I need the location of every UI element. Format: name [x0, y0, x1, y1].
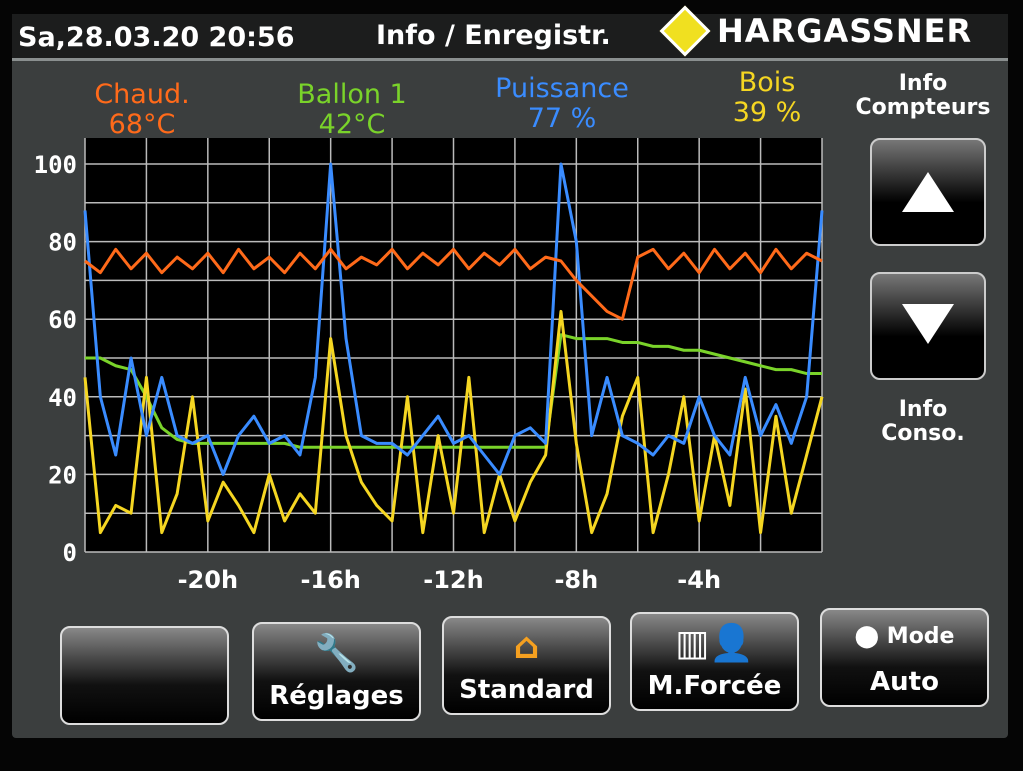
history-chart: 0 20 40 60 80 100 -20h -16h -12h -8h -4h — [34, 138, 824, 594]
y-tick-label: 80 — [48, 229, 77, 257]
x-tick-label: -12h — [423, 566, 483, 594]
legend-value: 42°C — [318, 109, 386, 140]
y-tick-label: 0 — [63, 539, 77, 567]
triangle-down-icon — [902, 304, 954, 344]
y-tick-label: 100 — [34, 151, 77, 179]
brand-name: HARGASSNER — [717, 12, 973, 50]
house-icon: ⌂ — [513, 626, 540, 667]
info-compteurs-button[interactable]: Info Compteurs — [855, 71, 991, 120]
x-tick-label: -16h — [300, 566, 360, 594]
series-line-ballon-1 — [85, 333, 822, 449]
legend-label: Puissance — [495, 73, 629, 104]
hmi-screen: Sa,28.03.20 20:56 Info / Enregistr. HARG… — [12, 5, 1008, 738]
button-label: Standard — [459, 675, 594, 705]
legend-puissance: Puissance 77 % — [472, 74, 652, 134]
mode-auto-button[interactable]: ⬤ Mode Auto — [820, 608, 989, 707]
legend-chaud: Chaud. 68°C — [62, 80, 222, 140]
y-tick-label: 20 — [48, 461, 77, 489]
legend-value: 68°C — [108, 109, 176, 140]
wrench-icon: 🔧 — [314, 633, 359, 674]
legend-ballon: Ballon 1 42°C — [272, 80, 432, 140]
series-line-bois — [83, 309, 824, 535]
button-label: Réglages — [269, 681, 404, 711]
circle-icon: ⬤ Mode — [854, 624, 955, 649]
x-tick-label: -20h — [178, 566, 238, 594]
legend-value: 39 % — [732, 97, 802, 128]
series-line-chaud- — [84, 247, 823, 321]
triangle-up-icon — [902, 172, 954, 212]
y-tick-label: 40 — [48, 384, 77, 412]
datetime: Sa,28.03.20 20:56 — [18, 22, 295, 53]
radiator-person-icon: ▥👤 — [675, 623, 754, 664]
legend-label: Bois — [738, 67, 796, 98]
x-tick-label: -8h — [554, 566, 598, 594]
m-forcee-button[interactable]: ▥👤 M.Forcée — [630, 612, 799, 711]
legend-label: Ballon 1 — [297, 79, 407, 110]
reglages-button[interactable]: 🔧 Réglages — [252, 622, 421, 721]
info-conso-button[interactable]: Info Conso. — [881, 397, 965, 446]
legend-label: Chaud. — [94, 79, 190, 110]
scroll-up-button[interactable] — [870, 138, 986, 246]
mode-label: Mode — [886, 624, 955, 649]
button-label: Auto — [870, 667, 939, 697]
button-label: M.Forcée — [647, 671, 782, 701]
page-title: Info / Enregistr. — [376, 20, 611, 51]
standard-button[interactable]: ⌂ Standard — [442, 616, 611, 715]
series-line-puissance — [83, 162, 824, 476]
header-bar: Sa,28.03.20 20:56 Info / Enregistr. HARG… — [12, 5, 1008, 61]
brand-logo: HARGASSNER — [659, 5, 973, 57]
legend-bois: Bois 39 % — [712, 68, 822, 128]
legend-value: 77 % — [527, 103, 597, 134]
y-tick-label: 60 — [48, 306, 77, 334]
scroll-down-button[interactable] — [870, 272, 986, 380]
x-tick-label: -4h — [677, 566, 721, 594]
blank-button[interactable] — [60, 626, 229, 725]
